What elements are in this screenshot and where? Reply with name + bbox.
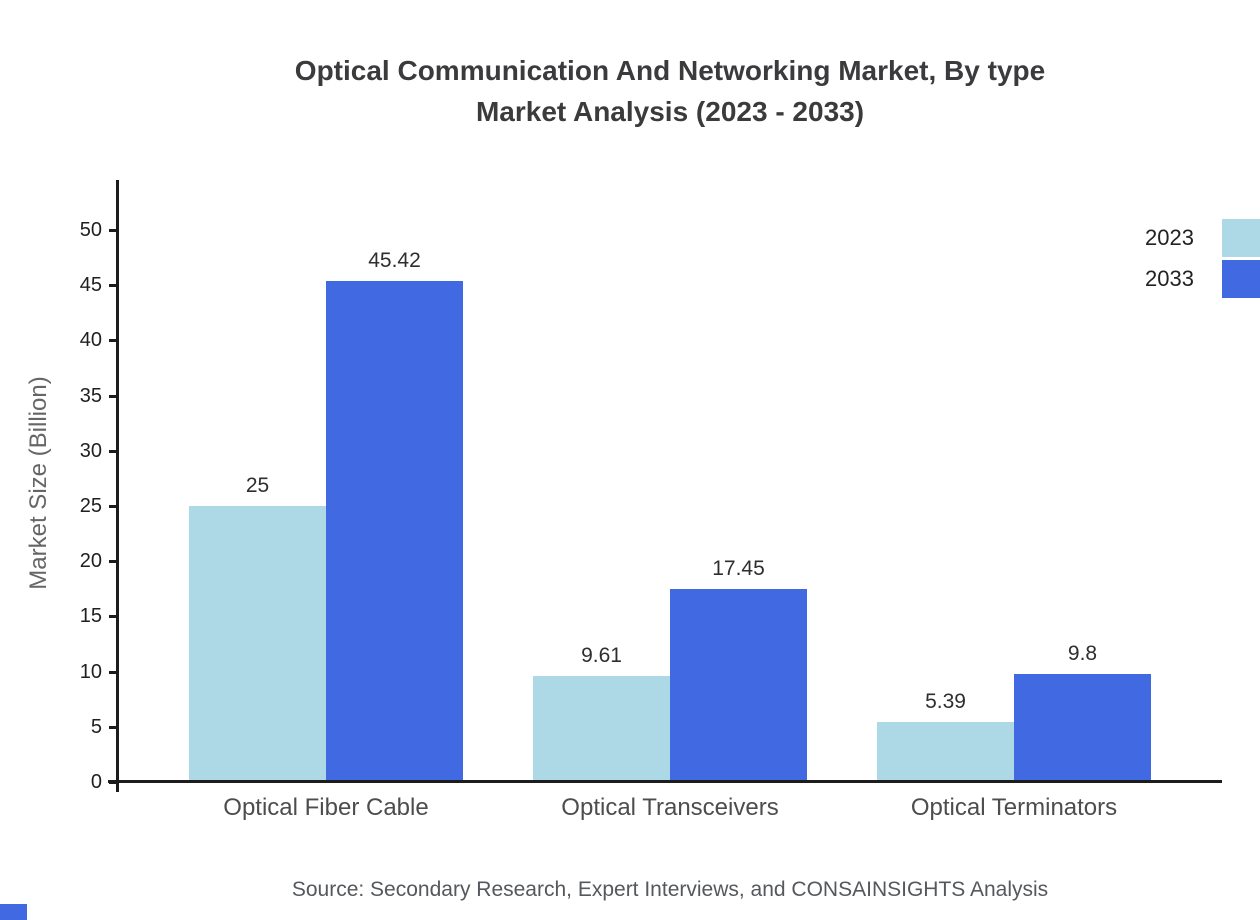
bar-2023-optical-transceivers <box>533 675 670 782</box>
bar-value-label: 45.42 <box>368 248 421 272</box>
y-axis-line <box>116 180 119 792</box>
x-category-label: Optical Transceivers <box>561 794 779 821</box>
bar-2023-optical-fiber-cable <box>189 506 326 782</box>
y-tick-mark <box>109 339 117 343</box>
x-category-label: Optical Fiber Cable <box>223 794 429 821</box>
y-tick-label: 0 <box>90 771 102 793</box>
chart-title-line2: Market Analysis (2023 - 2033) <box>475 96 865 127</box>
corner-logo-fragment <box>0 904 27 920</box>
y-tick-label: 50 <box>79 219 102 241</box>
legend-item-2033: 2033 <box>1145 259 1260 298</box>
bar-value-label: 17.45 <box>712 557 765 581</box>
y-tick-mark <box>109 725 117 729</box>
y-tick-mark <box>109 284 117 288</box>
y-tick-label: 20 <box>79 550 102 573</box>
y-tick-mark <box>109 615 117 619</box>
bar-2033-optical-transceivers <box>670 589 807 782</box>
legend-label: 2023 <box>1145 224 1194 250</box>
legend-label: 2033 <box>1145 265 1194 291</box>
bar-value-label: 5.39 <box>925 690 966 714</box>
bar-2033-optical-terminators <box>1014 673 1151 782</box>
bar-2023-optical-terminators <box>877 722 1014 782</box>
y-tick-label: 45 <box>79 274 102 297</box>
y-tick-mark <box>109 449 117 453</box>
y-tick-label: 15 <box>79 605 102 628</box>
bar-value-label: 9.8 <box>1067 641 1098 665</box>
y-tick-mark <box>109 560 117 564</box>
y-tick-mark <box>109 670 117 674</box>
legend-swatch <box>1222 218 1260 257</box>
y-tick-label: 35 <box>79 384 102 407</box>
x-axis-line <box>108 780 1222 783</box>
bar-2033-optical-fiber-cable <box>326 280 463 782</box>
legend-item-2023: 2023 <box>1145 218 1260 257</box>
y-tick-label: 25 <box>79 495 102 517</box>
source-note: Source: Secondary Research, Expert Inter… <box>291 878 1049 901</box>
chart-title-line1: Optical Communication And Networking Mar… <box>294 55 1046 86</box>
legend: 2023 2033 <box>1145 218 1260 298</box>
x-category-label: Optical Terminators <box>910 794 1118 821</box>
y-tick-mark <box>109 505 117 508</box>
bar-value-label: 25 <box>245 474 270 497</box>
y-tick-label: 5 <box>90 715 102 738</box>
y-tick-label: 30 <box>79 439 102 462</box>
y-tick-mark <box>109 229 117 232</box>
chart-title: Optical Communication And Networking Mar… <box>80 50 1260 132</box>
bar-value-label: 9.61 <box>581 643 622 667</box>
y-tick-label: 40 <box>79 329 102 352</box>
y-tick-label: 10 <box>79 660 102 683</box>
legend-swatch <box>1222 259 1260 298</box>
y-tick-mark <box>109 394 117 398</box>
